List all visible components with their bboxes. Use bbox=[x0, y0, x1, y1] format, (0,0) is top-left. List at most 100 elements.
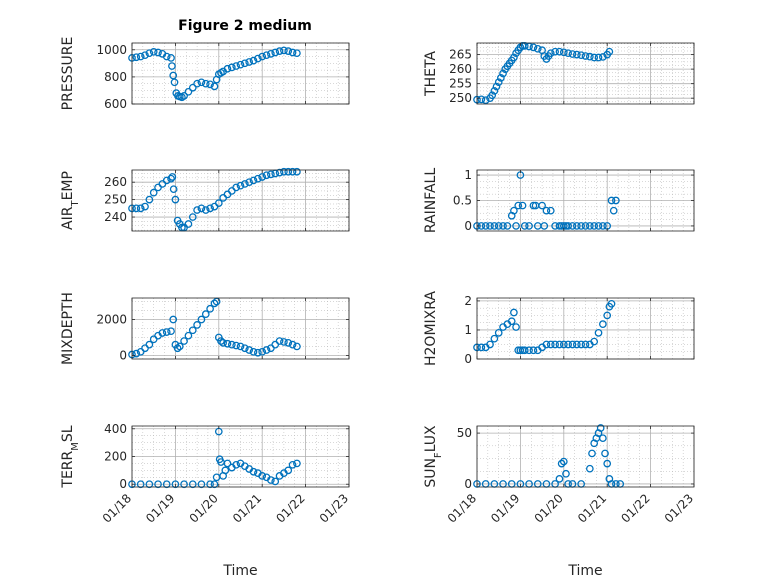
y-tick-label: 260 bbox=[104, 175, 127, 189]
data-point bbox=[585, 222, 594, 230]
data-point bbox=[145, 340, 154, 349]
data-point bbox=[249, 467, 258, 476]
data-point bbox=[590, 337, 599, 346]
y-tick-label: 400 bbox=[104, 422, 127, 436]
data-point bbox=[529, 346, 538, 355]
data-point bbox=[520, 222, 529, 230]
data-point bbox=[568, 50, 577, 58]
data-point bbox=[136, 52, 145, 61]
data-point bbox=[154, 48, 162, 57]
y-tick-label: 1000 bbox=[96, 43, 127, 57]
data-point bbox=[546, 206, 555, 215]
data-point bbox=[149, 188, 158, 197]
data-point bbox=[171, 480, 180, 489]
data-point bbox=[162, 176, 171, 185]
data-point bbox=[154, 480, 162, 489]
data-point bbox=[206, 304, 214, 313]
data-point bbox=[201, 206, 210, 214]
data-point bbox=[167, 327, 175, 336]
data-point bbox=[132, 349, 141, 358]
data-point bbox=[490, 334, 499, 343]
data-point bbox=[280, 338, 288, 346]
data-point bbox=[557, 459, 566, 468]
data-point bbox=[494, 329, 503, 337]
data-point bbox=[581, 222, 590, 230]
y-tick-label: 1 bbox=[464, 323, 472, 337]
data-point bbox=[512, 323, 520, 331]
data-point bbox=[581, 340, 590, 349]
data-point bbox=[551, 47, 559, 56]
data-point bbox=[533, 44, 542, 53]
data-point bbox=[232, 341, 241, 350]
y-tick-label: 0 bbox=[119, 348, 127, 362]
data-point bbox=[510, 308, 518, 317]
data-point bbox=[486, 340, 494, 349]
data-point bbox=[494, 222, 503, 230]
data-point bbox=[284, 167, 293, 176]
data-point bbox=[227, 340, 236, 349]
data-point bbox=[171, 195, 180, 204]
data-point bbox=[145, 195, 154, 204]
data-point bbox=[206, 80, 214, 89]
y-tick-label: 2000 bbox=[96, 313, 127, 327]
figure-title: Figure 2 medium bbox=[178, 18, 312, 34]
data-point bbox=[149, 47, 158, 56]
y-axis-label: AIRTEMP bbox=[60, 171, 81, 230]
data-point bbox=[262, 51, 271, 60]
data-point bbox=[284, 47, 293, 55]
subplot-rainfall: 0 0.5 1 RAINFALL bbox=[423, 168, 695, 233]
data-point bbox=[477, 343, 486, 352]
data-point bbox=[223, 339, 232, 348]
data-point bbox=[275, 168, 284, 177]
subplot-h2omixra: 0 1 2 H2OMIXRA bbox=[423, 291, 695, 366]
data-point bbox=[210, 82, 219, 91]
data-point bbox=[240, 180, 249, 188]
data-point bbox=[492, 82, 501, 91]
data-point bbox=[514, 201, 523, 210]
data-point bbox=[258, 472, 267, 480]
data-point bbox=[603, 311, 612, 320]
data-point bbox=[193, 206, 201, 214]
data-point bbox=[223, 64, 232, 73]
y-tick-label: 0.5 bbox=[453, 194, 472, 208]
data-point bbox=[293, 49, 301, 58]
y-tick-label: 1 bbox=[464, 168, 472, 182]
data-point bbox=[217, 337, 225, 345]
data-point bbox=[518, 201, 527, 210]
data-point bbox=[488, 91, 497, 100]
data-point bbox=[497, 74, 505, 82]
data-point bbox=[607, 299, 616, 308]
data-point bbox=[507, 317, 516, 326]
data-point bbox=[542, 206, 551, 215]
data-point bbox=[236, 181, 245, 190]
data-point bbox=[168, 62, 176, 70]
data-point bbox=[197, 315, 206, 324]
axes-box bbox=[476, 425, 695, 488]
data-point bbox=[145, 480, 154, 489]
data-point bbox=[221, 466, 230, 475]
data-point bbox=[577, 51, 586, 60]
data-point bbox=[510, 206, 518, 215]
subplot-air: 240 250 260 AIRTEMP bbox=[60, 167, 350, 232]
subplot-pressure: 600 800 1000 PRESSURE bbox=[60, 37, 350, 111]
data-point bbox=[529, 201, 538, 210]
y-axis-label: PRESSURE bbox=[60, 37, 76, 111]
data-point bbox=[596, 424, 605, 432]
axes-box bbox=[131, 297, 350, 360]
data-point bbox=[546, 49, 555, 58]
axes-box bbox=[131, 169, 350, 232]
data-point bbox=[481, 96, 490, 105]
data-point bbox=[590, 222, 599, 230]
y-tick-label: 250 bbox=[449, 91, 472, 105]
y-tick-label: 0 bbox=[464, 219, 472, 233]
data-point bbox=[585, 464, 594, 473]
data-point bbox=[564, 340, 572, 349]
data-point bbox=[568, 222, 577, 230]
data-point bbox=[499, 69, 507, 78]
y-axis-label: TERRMSL bbox=[60, 425, 81, 488]
data-point bbox=[577, 340, 586, 349]
data-point bbox=[594, 222, 603, 230]
data-point bbox=[607, 196, 616, 205]
data-point bbox=[525, 222, 533, 230]
